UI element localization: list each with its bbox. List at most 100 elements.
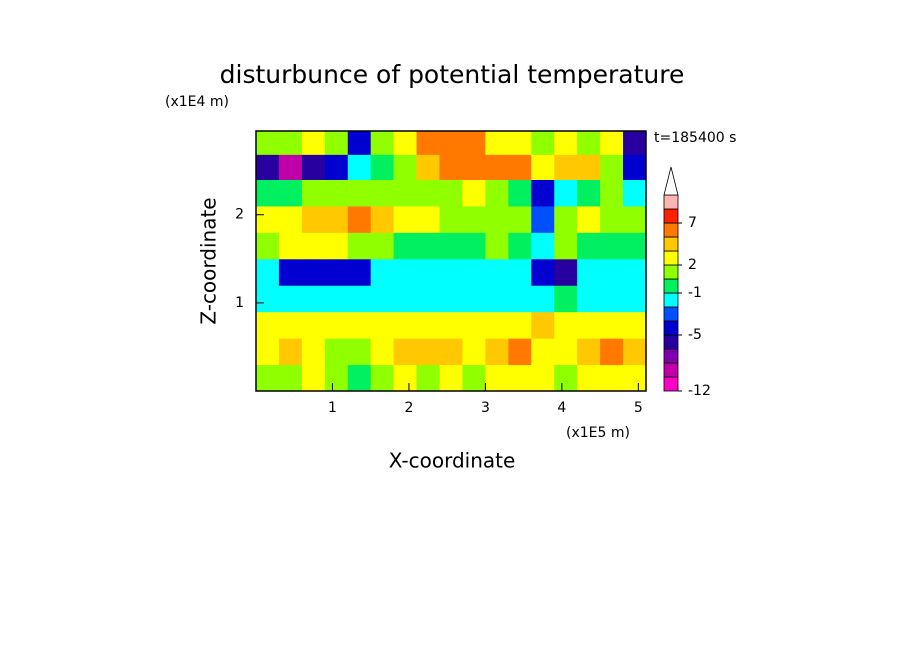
contour-cell	[600, 338, 624, 366]
contour-cell	[485, 258, 509, 286]
contour-cell	[600, 179, 624, 207]
contour-cell	[577, 131, 601, 155]
contour-cell	[324, 179, 349, 207]
contour-cell	[370, 131, 395, 155]
contour-cell	[416, 131, 441, 155]
contour-cell	[324, 364, 349, 392]
contour-cell	[554, 154, 578, 180]
contour-cell	[347, 154, 372, 180]
contour-cell	[577, 311, 601, 339]
contour-cell	[508, 338, 532, 366]
contour-cell	[577, 258, 601, 286]
contour-cell	[278, 338, 303, 366]
colorbar-tick-label: -12	[688, 383, 711, 399]
contour-cell	[508, 131, 532, 155]
contour-cell	[485, 131, 509, 155]
colorbar-box	[663, 320, 679, 336]
contour-cell	[439, 311, 463, 339]
contour-cell	[554, 179, 578, 207]
contour-cell	[301, 131, 326, 155]
contour-cell	[393, 131, 418, 155]
contour-cell	[577, 338, 601, 366]
contour-cell	[370, 232, 395, 260]
contour-cell	[324, 154, 349, 180]
contour-cell	[324, 285, 349, 313]
contour-cell	[462, 232, 486, 260]
contour-cell	[301, 311, 326, 339]
contour-cell	[600, 205, 624, 233]
contour-cell	[577, 154, 601, 180]
contour-cell	[531, 205, 555, 233]
contour-cell	[554, 232, 578, 260]
contour-cell	[462, 258, 486, 286]
contour-cell	[278, 205, 303, 233]
contour-cell	[393, 232, 418, 260]
chart-title: disturbunce of potential temperature	[220, 60, 685, 89]
contour-cell	[600, 364, 624, 392]
contour-cell	[462, 154, 486, 180]
contour-cell	[301, 205, 326, 233]
colorbar-tick-label: 2	[688, 257, 697, 273]
contour-cell	[416, 258, 441, 286]
x-tick-label: 3	[481, 400, 490, 416]
colorbar-tick-label: -5	[688, 327, 702, 343]
contour-cell	[393, 179, 418, 207]
contour-cell	[347, 179, 372, 207]
colorbar-box	[663, 194, 679, 210]
contour-cell	[508, 154, 532, 180]
contour-cell	[324, 258, 349, 286]
contour-cell	[554, 338, 578, 366]
contour-cell	[370, 311, 395, 339]
contour-cell	[577, 285, 601, 313]
contour-cell	[347, 232, 372, 260]
contour-cell	[393, 258, 418, 286]
contour-cell	[600, 285, 624, 313]
contour-cell	[531, 338, 555, 366]
contour-cell	[301, 338, 326, 366]
contour-cell	[600, 154, 624, 180]
contour-cell	[508, 258, 532, 286]
y-tick-label: 2	[235, 207, 244, 223]
contour-cell	[577, 232, 601, 260]
contour-cell	[301, 285, 326, 313]
contour-cell	[347, 338, 372, 366]
contour-cell	[439, 364, 463, 392]
contour-cell	[324, 131, 349, 155]
contour-cell	[256, 205, 280, 233]
contour-cell	[256, 285, 280, 313]
contour-cell	[554, 311, 578, 339]
contour-cell	[623, 285, 647, 313]
colorbar-box	[663, 376, 679, 392]
contour-cell	[600, 258, 624, 286]
colorbar-box	[663, 292, 679, 308]
contour-cell	[485, 364, 509, 392]
contour-cell	[256, 258, 280, 286]
x-unit: (x1E5 m)	[566, 425, 630, 441]
contour-cell	[370, 154, 395, 180]
colorbar-box	[663, 208, 679, 224]
contour-cell	[393, 154, 418, 180]
contour-cell	[462, 131, 486, 155]
contour-cell	[256, 154, 280, 180]
contour-cell	[531, 131, 555, 155]
contour-cell	[554, 205, 578, 233]
contour-cell	[577, 364, 601, 392]
colorbar-box	[663, 236, 679, 252]
contour-cell	[347, 258, 372, 286]
contour-cell	[324, 311, 349, 339]
contour-cell	[623, 338, 647, 366]
contour-cell	[439, 232, 463, 260]
contour-cell	[416, 179, 441, 207]
contour-cell	[301, 154, 326, 180]
contour-cell	[485, 311, 509, 339]
contour-cell	[577, 179, 601, 207]
contour-cell	[301, 258, 326, 286]
contour-cell	[508, 179, 532, 207]
contour-cell	[347, 364, 372, 392]
contour-cell	[416, 232, 441, 260]
contour-cell	[623, 232, 647, 260]
contour-cell	[531, 154, 555, 180]
contour-cell	[416, 154, 441, 180]
y-tick-label: 1	[235, 295, 244, 311]
